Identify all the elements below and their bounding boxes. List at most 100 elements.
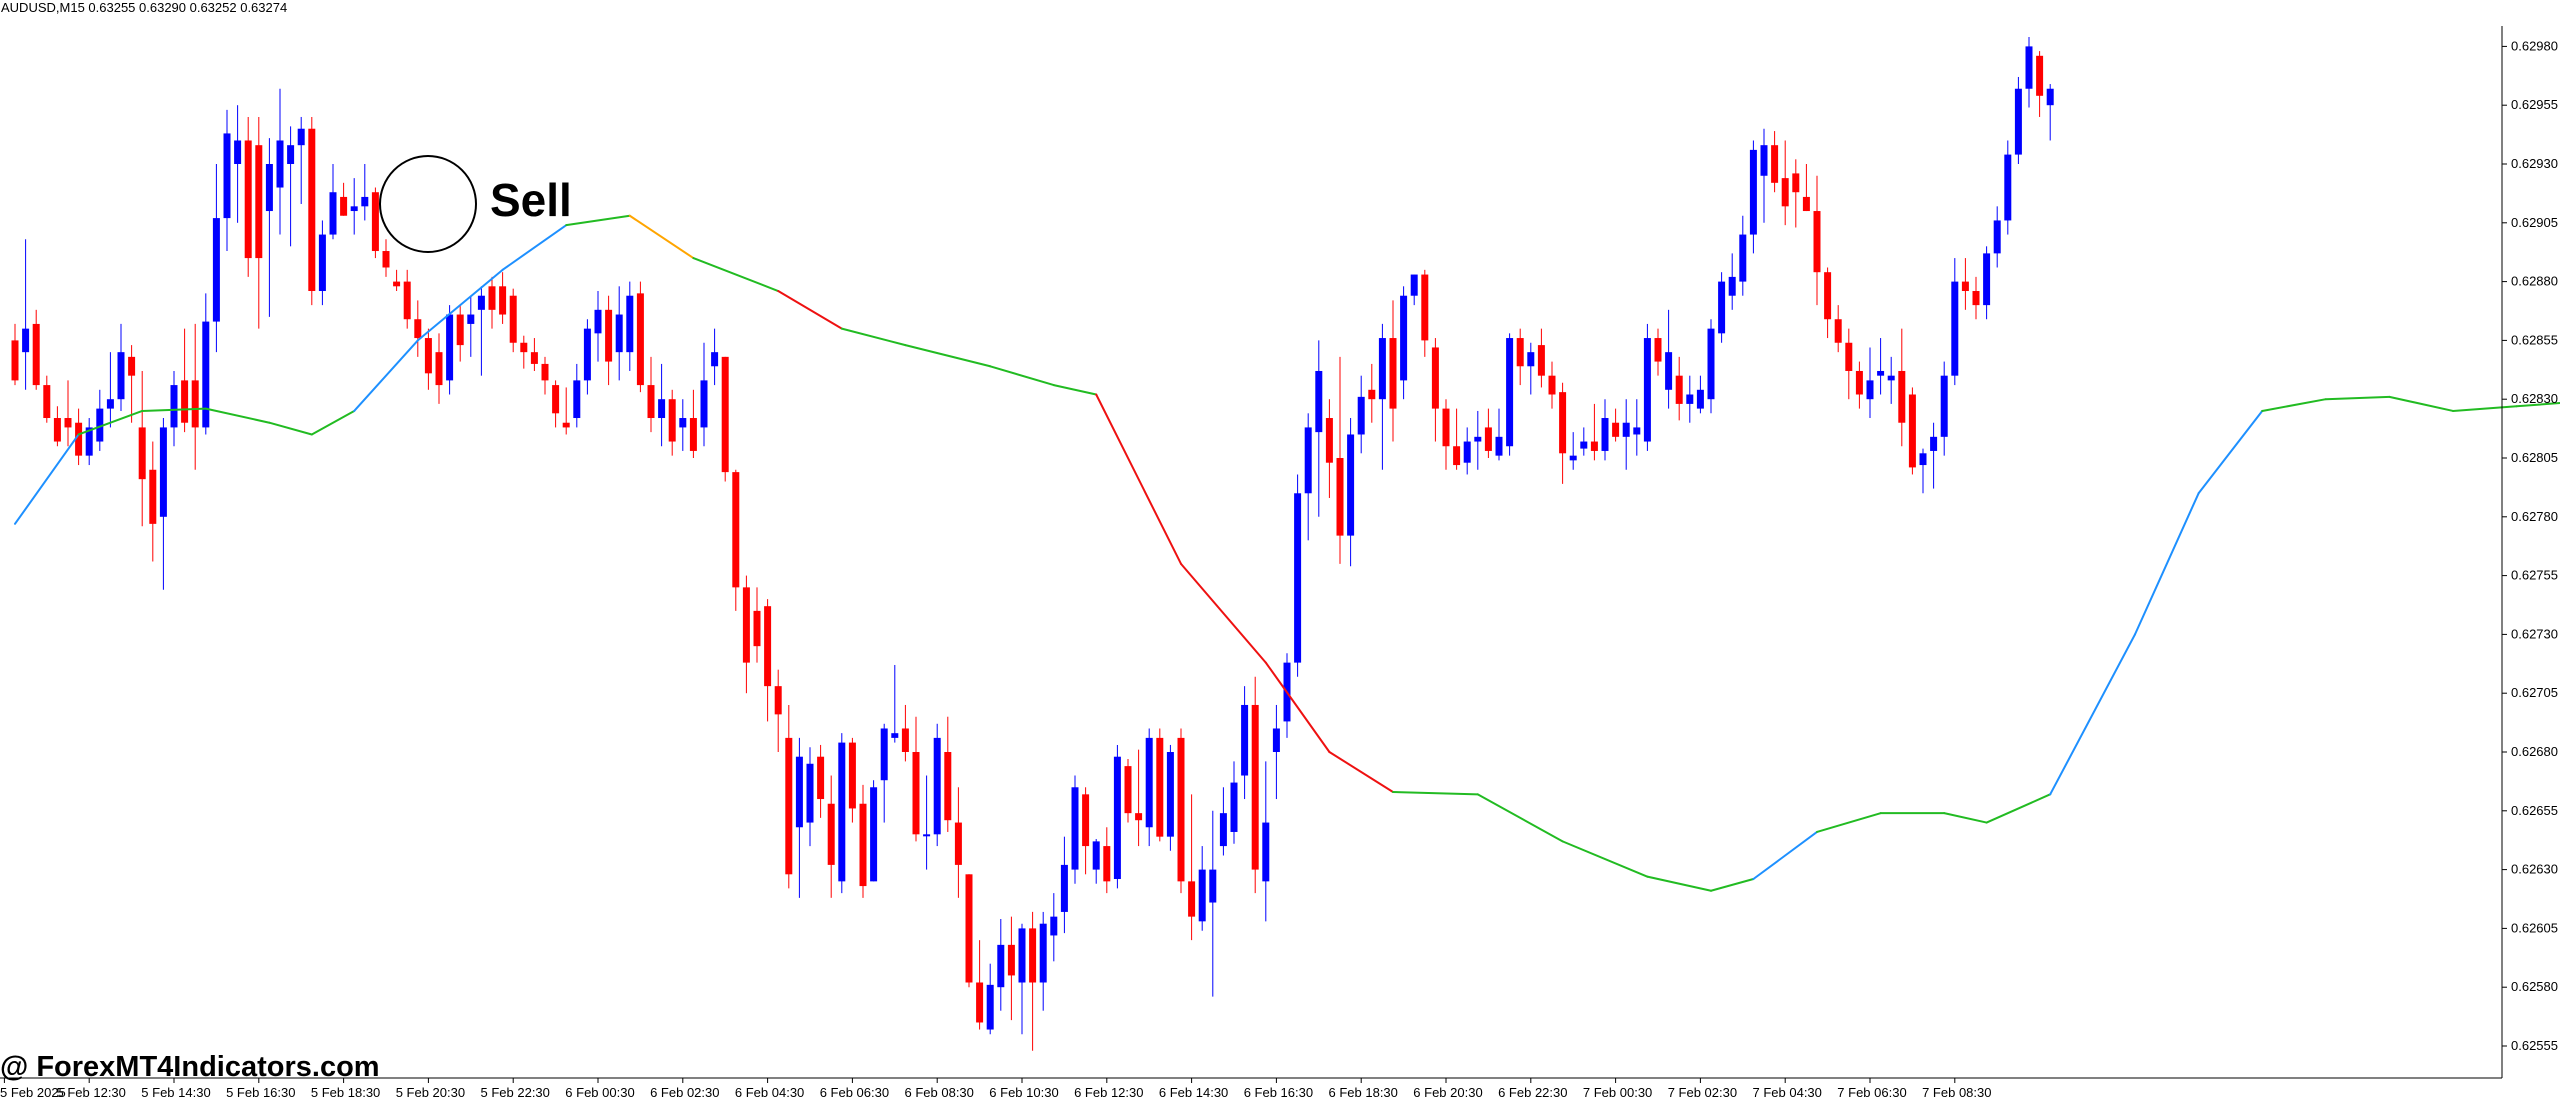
candle-body xyxy=(753,610,761,647)
candle-body xyxy=(997,944,1005,988)
candle xyxy=(1336,356,1344,564)
candle xyxy=(806,747,814,847)
candle xyxy=(679,399,687,451)
candle xyxy=(1304,413,1312,541)
candle-body xyxy=(1124,766,1132,814)
candle xyxy=(1506,333,1514,456)
candle-body xyxy=(159,427,167,517)
candle xyxy=(403,269,411,329)
ma-segment xyxy=(1752,830,1818,881)
candle xyxy=(1972,276,1980,320)
candle-body xyxy=(626,295,634,353)
candle xyxy=(2025,36,2033,108)
candle xyxy=(1548,361,1556,409)
candle xyxy=(1272,704,1280,800)
candle xyxy=(795,737,803,898)
candle xyxy=(912,716,920,842)
candle xyxy=(1707,319,1715,414)
candle xyxy=(1537,328,1545,388)
candle-body xyxy=(1315,370,1323,433)
candle-body xyxy=(1431,347,1439,409)
candle-body xyxy=(2014,88,2022,155)
ma-segment xyxy=(2134,492,2200,636)
price-tick-label: 0.62980 xyxy=(2511,38,2558,53)
candle-body xyxy=(1739,234,1747,282)
price-axis: 0.62980 0.62955 0.62930 0.62905 0.62880 0.628… xyxy=(2502,38,2558,1053)
time-tick-label: 6 Feb 14:30 xyxy=(1159,1085,1228,1100)
candle xyxy=(477,286,485,376)
candle xyxy=(1124,759,1132,823)
candle xyxy=(562,387,570,435)
candle xyxy=(1930,422,1938,489)
candle-body xyxy=(1696,389,1704,409)
candle xyxy=(1135,749,1143,847)
candle-body xyxy=(1590,441,1598,451)
candle-body xyxy=(1612,422,1620,437)
candle xyxy=(965,874,973,988)
candle-body xyxy=(488,286,496,310)
candle-body xyxy=(573,380,581,419)
candle xyxy=(1039,911,1047,1011)
candle-body xyxy=(1177,737,1185,882)
candle xyxy=(435,333,443,404)
ma-segment xyxy=(416,268,504,342)
candle-body xyxy=(1463,441,1471,463)
candle xyxy=(96,389,104,451)
candle-body xyxy=(1728,276,1736,296)
ma-segment xyxy=(2197,409,2264,495)
candle-body xyxy=(223,133,231,219)
ma-segment xyxy=(353,339,419,412)
ma-segment xyxy=(565,214,631,227)
candle-body xyxy=(711,352,719,367)
ma-segment xyxy=(989,365,1055,387)
candle-body xyxy=(202,321,210,428)
candle-body xyxy=(785,737,793,875)
candle-body xyxy=(361,196,369,207)
candle-body xyxy=(1749,149,1757,235)
candle-body xyxy=(1580,441,1588,449)
ma-segment xyxy=(2388,395,2454,412)
candle xyxy=(997,918,1005,1011)
candle-body xyxy=(1940,375,1948,437)
candle xyxy=(573,363,581,428)
candle-body xyxy=(2046,88,2054,106)
price-tick-label: 0.62605 xyxy=(2511,920,2558,935)
candle-body xyxy=(32,323,40,386)
candle xyxy=(1898,328,1906,447)
candle xyxy=(732,469,740,611)
candle-body xyxy=(1718,281,1726,334)
candle xyxy=(753,587,761,663)
candle-body xyxy=(424,338,432,374)
candle-body xyxy=(1898,370,1906,423)
candle-body xyxy=(552,385,560,414)
candle xyxy=(1389,300,1397,442)
candle xyxy=(891,664,899,743)
candle xyxy=(1177,728,1185,894)
candle xyxy=(170,370,178,447)
candle xyxy=(1315,340,1323,517)
candle xyxy=(1103,827,1111,894)
price-tick-label: 0.62630 xyxy=(2511,862,2558,877)
candle xyxy=(318,220,326,306)
candle xyxy=(361,164,369,221)
candle-body xyxy=(1686,394,1694,404)
price-tick-label: 0.62955 xyxy=(2511,97,2558,112)
candle xyxy=(414,300,422,357)
candle xyxy=(742,575,750,694)
candle-body xyxy=(721,356,729,473)
symbol-info: AUDUSD,M15 0.63255 0.63290 0.63252 0.632… xyxy=(1,0,287,15)
candle-body xyxy=(477,295,485,310)
ma-segment xyxy=(777,290,843,330)
candle xyxy=(1484,408,1492,458)
candle-body xyxy=(1993,220,2001,254)
ma-segment xyxy=(1943,812,1988,824)
candle-body xyxy=(605,309,613,362)
candle xyxy=(1665,309,1673,409)
time-tick-label: 5 Feb 2025 xyxy=(0,1085,66,1100)
candle xyxy=(1113,744,1121,889)
candle xyxy=(117,323,125,411)
ma-segment xyxy=(1646,875,1712,892)
candle-body xyxy=(1484,427,1492,451)
